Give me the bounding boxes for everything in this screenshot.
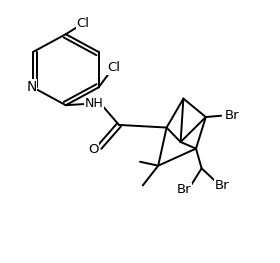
Text: Br: Br [177, 183, 191, 196]
Text: Br: Br [225, 109, 239, 122]
Text: Cl: Cl [76, 17, 89, 30]
Text: N: N [27, 80, 37, 94]
Text: Br: Br [215, 179, 229, 192]
Text: NH: NH [85, 97, 103, 110]
Text: Cl: Cl [108, 61, 120, 74]
Text: O: O [88, 143, 99, 156]
